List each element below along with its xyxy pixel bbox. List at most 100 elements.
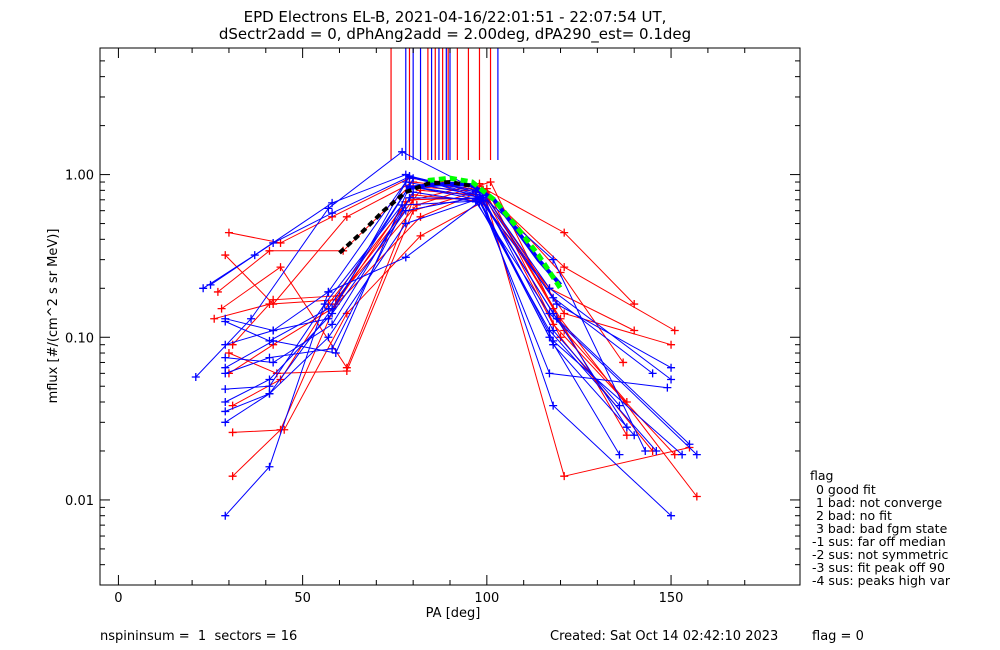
- data-point-marker: [486, 178, 495, 187]
- series-line: [221, 197, 672, 369]
- data-point-marker: [622, 431, 631, 440]
- y-axis-label: mflux [#/(cm^2 s sr MeV)]: [46, 229, 61, 404]
- data-point-marker: [228, 472, 237, 481]
- data-point-marker: [221, 511, 230, 520]
- data-point-marker: [191, 372, 200, 381]
- data-point-marker: [615, 450, 624, 459]
- data-point-marker: [398, 147, 407, 156]
- data-point-marker: [221, 363, 230, 372]
- data-point-marker: [328, 320, 337, 329]
- legend-title: flag: [810, 468, 833, 483]
- data-point-marker: [265, 462, 274, 471]
- series-line: [232, 183, 698, 497]
- data-point-marker: [412, 201, 421, 210]
- data-point-marker: [342, 367, 351, 376]
- data-point-marker: [342, 212, 351, 221]
- legend-item: 1 bad: not converge: [812, 495, 942, 510]
- legend-item: 3 bad: bad fgm state: [812, 521, 948, 536]
- data-point-marker: [648, 369, 657, 378]
- data-point-marker: [247, 314, 256, 323]
- data-point-marker: [265, 246, 274, 255]
- data-point-marker: [405, 193, 414, 202]
- data-point-marker: [276, 263, 285, 272]
- data-point-marker: [416, 231, 425, 240]
- footer-sector-info: nspininsum = 1 sectors = 16: [100, 629, 297, 644]
- data-point-marker: [269, 358, 278, 367]
- data-point-marker: [265, 382, 274, 391]
- data-point-marker: [667, 363, 676, 372]
- data-point-marker: [652, 446, 661, 455]
- data-point-marker: [667, 511, 676, 520]
- data-point-marker: [549, 326, 558, 335]
- data-point-marker: [692, 450, 701, 459]
- data-point-marker: [221, 397, 230, 406]
- data-point-marker: [221, 340, 230, 349]
- fit-curve-green: [427, 175, 563, 290]
- data-point-marker: [228, 428, 237, 437]
- data-point-marker: [269, 238, 278, 247]
- data-point-marker: [269, 295, 278, 304]
- data-point-marker: [409, 206, 418, 215]
- data-point-marker: [324, 333, 333, 342]
- data-point-marker: [549, 340, 558, 349]
- data-point-marker: [276, 238, 285, 247]
- data-point-marker: [560, 228, 569, 237]
- data-point-marker: [265, 353, 274, 362]
- data-point-marker: [678, 450, 687, 459]
- data-point-marker: [405, 172, 414, 181]
- series-line: [228, 189, 628, 436]
- legend-item: -3 sus: fit peak off 90: [812, 560, 945, 575]
- data-point-marker: [416, 212, 425, 221]
- series-line: [232, 199, 676, 455]
- fit-curve-black: [338, 179, 473, 255]
- data-point-marker: [630, 431, 639, 440]
- data-point-marker: [552, 300, 561, 309]
- data-point-marker: [221, 353, 230, 362]
- data-point-marker: [663, 383, 672, 392]
- data-point-marker: [224, 228, 233, 237]
- data-point-marker: [213, 287, 222, 296]
- data-point-marker: [206, 280, 215, 289]
- chart-title: EPD Electrons EL-B, 2021-04-16/22:01:51 …: [244, 8, 667, 26]
- footer-created: Created: Sat Oct 14 02:42:10 2023: [550, 629, 778, 644]
- data-point-marker: [667, 340, 676, 349]
- data-point-marker: [670, 450, 679, 459]
- series-line: [225, 199, 657, 452]
- data-point-marker: [560, 472, 569, 481]
- data-point-marker: [221, 317, 230, 326]
- data-point-marker: [692, 492, 701, 501]
- data-point-marker: [210, 314, 219, 323]
- data-point-marker: [328, 344, 337, 353]
- data-point-marker: [324, 287, 333, 296]
- legend-item: -1 sus: far off median: [812, 534, 946, 549]
- y-tick-label: 1.00: [65, 169, 94, 184]
- series-line: [228, 187, 653, 452]
- data-point-marker: [560, 263, 569, 272]
- data-point-marker: [269, 326, 278, 335]
- data-point-marker: [265, 389, 274, 398]
- data-point-marker: [328, 209, 337, 218]
- x-tick-label: 150: [659, 591, 684, 606]
- data-point-marker: [667, 375, 676, 384]
- data-point-marker: [265, 375, 274, 384]
- x-tick-label: 100: [474, 591, 499, 606]
- data-point-marker: [221, 385, 230, 394]
- legend-item: 2 bad: no fit: [812, 508, 892, 523]
- series-line: [224, 201, 620, 517]
- data-point-marker: [549, 309, 558, 318]
- data-point-marker: [641, 446, 650, 455]
- x-axis-label: PA [deg]: [426, 606, 481, 621]
- data-point-marker: [630, 326, 639, 335]
- data-point-marker: [685, 440, 694, 449]
- data-point-marker: [221, 251, 230, 260]
- data-point-marker: [556, 333, 565, 342]
- footer-flag: flag = 0: [812, 629, 864, 644]
- series-line: [225, 181, 672, 369]
- data-point-marker: [199, 284, 208, 293]
- data-point-marker: [549, 401, 558, 410]
- data-point-marker: [545, 369, 554, 378]
- data-point-marker: [549, 255, 558, 264]
- data-point-marker: [615, 401, 624, 410]
- data-point-marker: [328, 198, 337, 207]
